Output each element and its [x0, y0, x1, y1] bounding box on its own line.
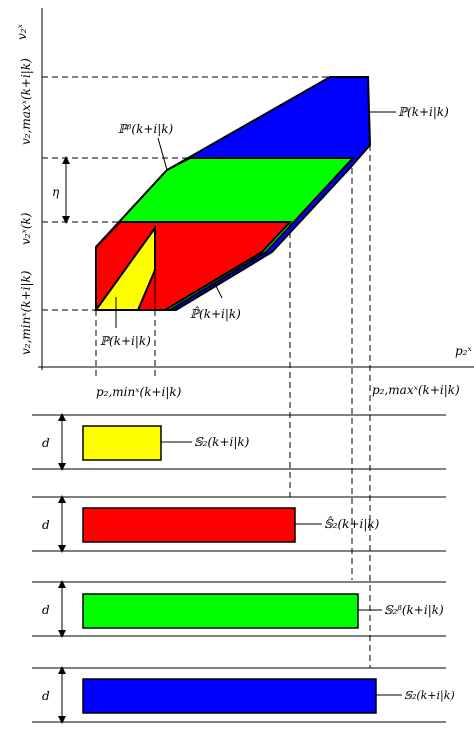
- leader-P-hat: [214, 283, 223, 299]
- bar-label-3: 𝕊₂ᵝ(k+i|k): [384, 603, 444, 617]
- bar-label-4: 𝕊₂(k+i|k): [404, 689, 455, 703]
- y-tick-vmin: v₂,minˣ(k+i|k): [19, 270, 33, 355]
- bar-label-2: 𝕊̂₂(k+i|k): [324, 516, 380, 531]
- label-P-small: ℙ(k+i|k): [100, 334, 151, 348]
- x-axis-label: p₂ˣ: [455, 344, 472, 358]
- x-tick-pmin: p₂,minˣ(k+i|k): [96, 385, 182, 399]
- bar-blue: [82, 678, 377, 714]
- bar-red: [82, 507, 296, 543]
- y-tick-vk: v₂ˣ(k): [19, 212, 33, 245]
- leader-P-beta: [157, 137, 168, 171]
- d-label-2: d: [42, 518, 50, 532]
- x-tick-pmax: p₂,maxˣ(k+i|k): [372, 383, 460, 397]
- d-label-4: d: [42, 689, 50, 703]
- y-axis-label: v₂ˣ: [15, 23, 29, 40]
- label-P-beta: ℙᵝ(k+i|k): [118, 122, 174, 136]
- eta-label: η: [52, 185, 60, 199]
- bar-yellow: [82, 425, 162, 461]
- y-tick-vmax: v₂,maxˣ(k+i|k): [19, 58, 33, 145]
- bar-green: [82, 593, 359, 629]
- label-P-hat: ℙ̂(k+i|k): [190, 306, 241, 321]
- d-label-3: d: [42, 603, 50, 617]
- d-label-1: d: [42, 436, 50, 450]
- label-P: ℙ(k+i|k): [398, 105, 449, 119]
- bar-label-1: 𝕊₂(k+i|k): [194, 435, 250, 449]
